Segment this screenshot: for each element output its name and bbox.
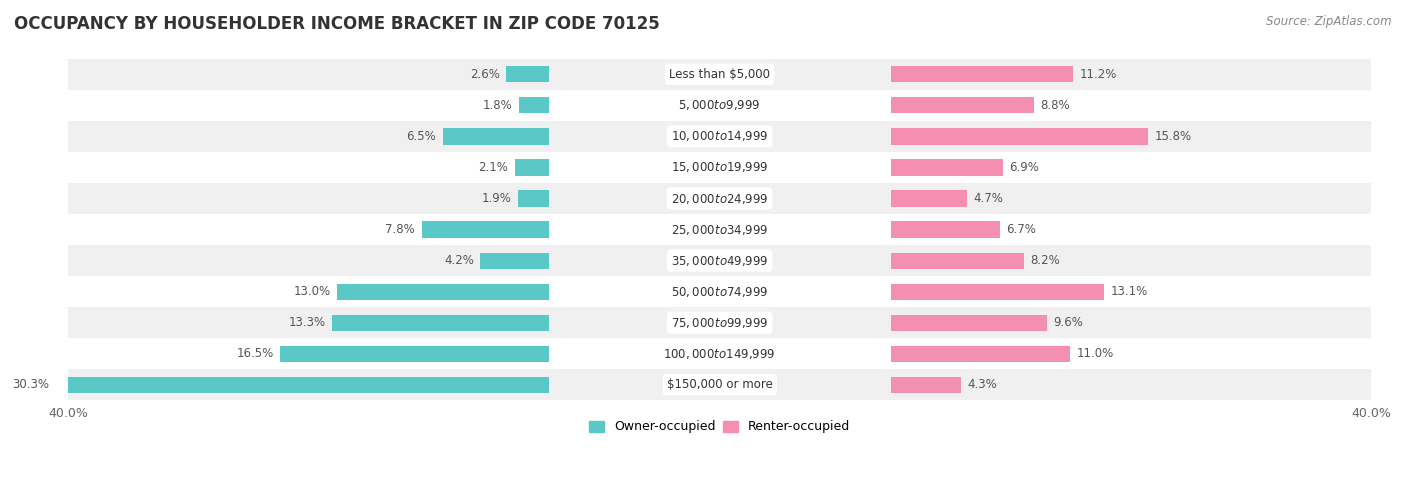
Text: 7.8%: 7.8% (385, 223, 415, 236)
Text: OCCUPANCY BY HOUSEHOLDER INCOME BRACKET IN ZIP CODE 70125: OCCUPANCY BY HOUSEHOLDER INCOME BRACKET … (14, 15, 659, 33)
Bar (890, 190, 967, 206)
Text: 8.2%: 8.2% (1031, 254, 1060, 267)
Bar (69, 183, 1371, 214)
Bar (890, 129, 1147, 145)
Bar (280, 346, 548, 362)
Bar (69, 121, 1371, 152)
Text: 1.8%: 1.8% (484, 99, 513, 112)
Text: 6.7%: 6.7% (1007, 223, 1036, 236)
Text: Source: ZipAtlas.com: Source: ZipAtlas.com (1267, 15, 1392, 28)
Bar (55, 376, 548, 393)
Bar (890, 315, 1047, 331)
Bar (69, 152, 1371, 183)
Bar (890, 97, 1033, 113)
Bar (69, 90, 1371, 121)
Text: 8.8%: 8.8% (1040, 99, 1070, 112)
Bar (890, 159, 1002, 175)
Text: $100,000 to $149,999: $100,000 to $149,999 (664, 347, 776, 361)
Bar (69, 307, 1371, 338)
Text: 16.5%: 16.5% (236, 347, 274, 360)
Bar (69, 59, 1371, 90)
Text: 4.3%: 4.3% (967, 378, 997, 391)
Bar (890, 283, 1104, 300)
Bar (69, 214, 1371, 245)
Text: $20,000 to $24,999: $20,000 to $24,999 (671, 191, 769, 206)
Bar (890, 66, 1073, 82)
Text: 4.2%: 4.2% (444, 254, 474, 267)
Bar (332, 315, 548, 331)
Bar (890, 346, 1070, 362)
Text: $150,000 or more: $150,000 or more (666, 378, 773, 391)
Bar (506, 66, 548, 82)
Text: 6.9%: 6.9% (1010, 161, 1039, 174)
Legend: Owner-occupied, Renter-occupied: Owner-occupied, Renter-occupied (583, 415, 855, 438)
Text: 11.2%: 11.2% (1080, 68, 1116, 81)
Bar (519, 97, 548, 113)
Text: 15.8%: 15.8% (1154, 130, 1192, 143)
Text: 30.3%: 30.3% (11, 378, 49, 391)
Bar (443, 129, 548, 145)
Bar (481, 253, 548, 269)
Bar (890, 222, 1000, 238)
Bar (515, 159, 548, 175)
Bar (337, 283, 548, 300)
Text: $25,000 to $34,999: $25,000 to $34,999 (671, 223, 769, 237)
Bar (69, 369, 1371, 400)
Bar (890, 253, 1024, 269)
Text: $15,000 to $19,999: $15,000 to $19,999 (671, 161, 769, 174)
Text: 13.1%: 13.1% (1111, 285, 1147, 298)
Text: 4.7%: 4.7% (974, 192, 1004, 205)
Text: 9.6%: 9.6% (1053, 316, 1084, 329)
Text: Less than $5,000: Less than $5,000 (669, 68, 770, 81)
Bar (69, 276, 1371, 307)
Bar (69, 245, 1371, 276)
Text: 2.6%: 2.6% (470, 68, 501, 81)
Text: $10,000 to $14,999: $10,000 to $14,999 (671, 130, 769, 144)
Text: 2.1%: 2.1% (478, 161, 508, 174)
Text: $35,000 to $49,999: $35,000 to $49,999 (671, 254, 769, 267)
Text: 11.0%: 11.0% (1077, 347, 1114, 360)
Text: $5,000 to $9,999: $5,000 to $9,999 (679, 98, 761, 112)
Text: $50,000 to $74,999: $50,000 to $74,999 (671, 284, 769, 299)
Bar (69, 338, 1371, 369)
Bar (890, 376, 960, 393)
Text: 13.3%: 13.3% (288, 316, 326, 329)
Text: 1.9%: 1.9% (481, 192, 512, 205)
Text: 6.5%: 6.5% (406, 130, 436, 143)
Text: 13.0%: 13.0% (294, 285, 330, 298)
Bar (517, 190, 548, 206)
Bar (422, 222, 548, 238)
Text: $75,000 to $99,999: $75,000 to $99,999 (671, 316, 769, 330)
